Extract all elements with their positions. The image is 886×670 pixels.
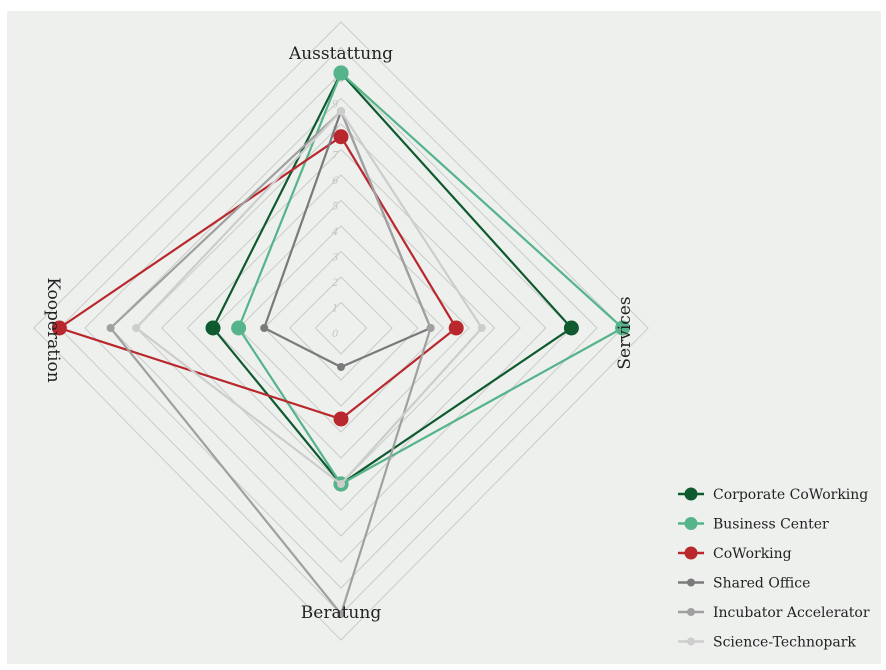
grid-ring — [33, 21, 649, 641]
tick-label: 5 — [332, 202, 338, 213]
series-business-center — [231, 65, 631, 492]
series-science-technopark — [132, 107, 486, 488]
series-point — [231, 320, 247, 336]
series-point — [333, 129, 349, 145]
legend-label: Shared Office — [713, 576, 810, 592]
legend-item: Shared Office — [678, 576, 810, 592]
series-point — [333, 411, 349, 427]
grid-ring — [84, 72, 598, 589]
series-point — [337, 363, 345, 371]
series-coworking — [51, 129, 464, 427]
tick-label: 6 — [332, 176, 339, 187]
series-point — [337, 610, 345, 618]
tick-label: 4 — [331, 227, 338, 238]
legend-marker — [684, 546, 698, 560]
axis-label-bottom: Beratung — [301, 603, 382, 623]
grid-ring — [161, 148, 521, 511]
legend-marker — [684, 487, 698, 501]
legend-label: CoWorking — [713, 546, 792, 562]
grid-ring — [314, 301, 368, 355]
legend-label: Business Center — [713, 517, 829, 533]
tick-label: 3 — [332, 253, 338, 264]
legend-item: Corporate CoWorking — [678, 487, 868, 503]
series-line — [134, 109, 484, 486]
legend-marker — [684, 517, 698, 530]
series-point — [426, 324, 435, 332]
series-point — [51, 320, 67, 336]
series-point — [615, 320, 631, 336]
series-point — [563, 320, 579, 336]
series-point — [260, 324, 269, 332]
tick-label: 9 — [332, 100, 339, 111]
legend-item: Incubator Accelerator — [678, 605, 870, 621]
legend-item: Business Center — [678, 517, 829, 533]
grid-ring — [109, 97, 573, 563]
axis-label-left: Kooperation — [43, 277, 63, 382]
legend-marker — [687, 608, 695, 616]
tick-label: 0 — [332, 329, 339, 340]
series-point — [448, 320, 464, 336]
grid-ring — [135, 123, 547, 537]
grid-ring — [263, 250, 419, 407]
legend: Corporate CoWorking Business Center CoWork… — [678, 487, 870, 651]
legend-label: Corporate CoWorking — [713, 487, 868, 503]
legend-label: Science-Technopark — [713, 635, 856, 651]
series-point — [132, 324, 141, 332]
grid-ring — [289, 276, 393, 381]
tick-label: 7 — [332, 151, 339, 162]
series-point — [337, 480, 345, 488]
series-point — [205, 320, 221, 336]
series-layer — [51, 65, 631, 618]
series-point — [477, 324, 486, 332]
series-point — [337, 107, 345, 116]
series-point — [333, 65, 349, 81]
legend-item: Science-Technopark — [678, 635, 856, 651]
legend-marker — [687, 637, 695, 646]
grid-ring — [237, 225, 445, 433]
tick-label: 2 — [331, 278, 338, 289]
axis-label-right: Services — [615, 296, 635, 369]
tick-label: 1 — [332, 304, 338, 315]
series-line — [211, 71, 574, 486]
legend-label: Incubator Accelerator — [713, 605, 870, 621]
legend-marker — [687, 578, 695, 587]
series-point — [106, 324, 115, 332]
axis-label-top: Ausstattung — [288, 44, 393, 64]
legend-item: CoWorking — [678, 546, 792, 562]
axis-labels: Ausstattung Beratung Services Kooperation — [43, 44, 635, 623]
